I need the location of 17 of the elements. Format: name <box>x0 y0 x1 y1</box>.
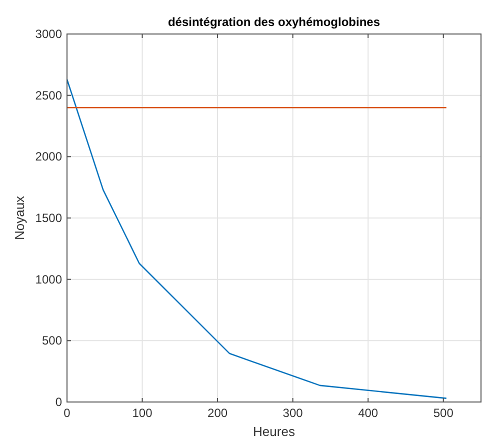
x-axis-title: Heures <box>253 424 296 439</box>
x-tick-label: 500 <box>433 406 454 420</box>
line-series <box>66 78 448 399</box>
x-tick-label: 400 <box>358 406 378 420</box>
y-tick-label: 2000 <box>35 150 62 164</box>
y-tick-label: 0 <box>55 395 62 409</box>
y-axis-title: Noyaux <box>12 195 27 240</box>
chart-title: désintégration des oxyhémoglobines <box>168 15 380 29</box>
x-tick-label: 300 <box>282 406 304 420</box>
x-tick-label: 100 <box>132 406 153 420</box>
x-tick-label: 0 <box>64 406 71 420</box>
x-tick-label: 200 <box>208 406 228 420</box>
y-tick-label: 1500 <box>35 211 62 225</box>
y-tick-label: 3000 <box>35 27 62 41</box>
y-tick-label: 1000 <box>35 272 62 286</box>
y-tick-label: 2500 <box>35 88 62 102</box>
y-tick-label: 500 <box>42 334 62 348</box>
